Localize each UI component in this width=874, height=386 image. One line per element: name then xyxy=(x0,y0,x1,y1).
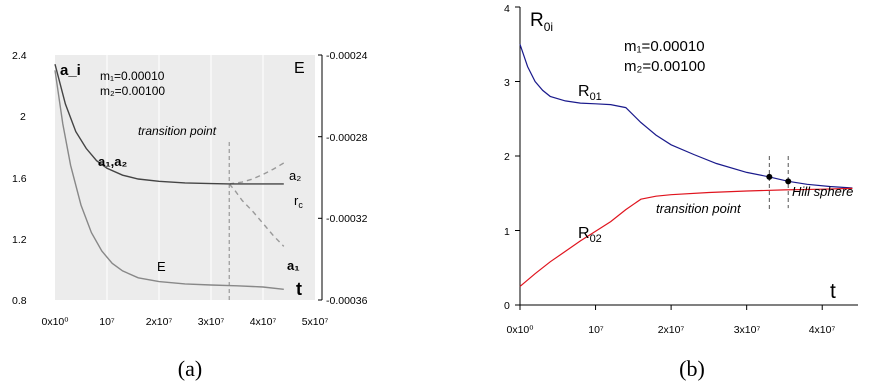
y-tick-label-b-4: 4 xyxy=(504,3,510,15)
hill-sphere-label: Hill sphere xyxy=(792,184,853,199)
y-axis-title-b-main: R xyxy=(530,10,544,31)
series-label-R02-main: R xyxy=(578,225,590,242)
y-tick-label-right-a-1: -0.00028 xyxy=(326,132,368,144)
panel-a: 0.8 1.2 1.6 2 2.4 -0.00024 -0.00028 -0.0… xyxy=(12,50,368,381)
marker-point-b-0 xyxy=(766,173,773,180)
y-axis-title-b-sub: 0i xyxy=(544,20,553,34)
y-tick-label-a-1: 1.2 xyxy=(12,234,27,246)
y-tick-label-a-2: 1.6 xyxy=(12,173,27,185)
x-tick-label-b-1: 10⁷ xyxy=(588,324,604,336)
y-tick-label-b-2: 2 xyxy=(504,151,510,163)
y-tick-label-a-0: 0.8 xyxy=(12,295,27,307)
series-label-E: E xyxy=(157,259,166,274)
series-label-R01-main: R xyxy=(578,83,590,100)
x-tick-label-a-2: 2x10⁷ xyxy=(146,316,173,328)
y-axis-right-a: -0.00024 -0.00028 -0.00032 -0.00036 xyxy=(318,50,368,307)
series-label-R01-sub: 01 xyxy=(590,91,602,103)
y-tick-label-a-4: 2.4 xyxy=(12,50,27,62)
y-tick-label-b-3: 3 xyxy=(504,77,510,89)
x-axis-a: 0x10⁰ 10⁷ 2x10⁷ 3x10⁷ 4x10⁷ 5x10⁷ xyxy=(42,316,329,328)
transition-label-b: transition point xyxy=(656,201,742,216)
y-tick-label-b-0: 0 xyxy=(504,300,510,312)
series-label-a2: a₂ xyxy=(289,168,301,183)
panel-caption-a: (a) xyxy=(178,356,202,381)
x-axis-title-b: t xyxy=(830,280,836,303)
x-tick-label-b-3: 3x10⁷ xyxy=(734,324,761,336)
panel-caption-b: (b) xyxy=(679,356,705,381)
series-line-b-0 xyxy=(519,44,853,189)
x-tick-label-a-3: 3x10⁷ xyxy=(198,316,225,328)
y-tick-label-a-3: 2 xyxy=(20,111,26,123)
marker-point-b-1 xyxy=(785,178,792,185)
x-tick-label-b-0: 0x10⁰ xyxy=(507,324,535,336)
y-axis-b: 0 1 2 3 4 xyxy=(504,3,510,312)
series-label-rc-sub: c xyxy=(298,200,303,210)
series-line-a-2 xyxy=(228,183,285,247)
x-tick-label-a-5: 5x10⁷ xyxy=(302,316,329,328)
series-label-R02-sub: 02 xyxy=(590,233,602,245)
x-tick-label-a-1: 10⁷ xyxy=(99,316,115,328)
param-m2-b: m₂=0.00100 xyxy=(624,58,705,75)
y-tick-label-right-a-2: -0.00032 xyxy=(326,213,368,225)
param-m1-a: m₁=0.00010 xyxy=(100,69,165,83)
series-label-R02: R02 xyxy=(578,225,602,245)
y-axis-left-a: 0.8 1.2 1.6 2 2.4 xyxy=(12,50,27,307)
series-label-rc: rc xyxy=(294,193,303,210)
series-line-a-1 xyxy=(229,162,285,185)
x-axis-title-a: t xyxy=(296,279,302,299)
ticks-b xyxy=(515,6,823,310)
y-axis-title-left-a: a_i xyxy=(60,62,81,79)
x-tick-label-b-2: 2x10⁷ xyxy=(658,324,685,336)
y-axis-title-b: R0i xyxy=(530,10,553,34)
param-m2-a: m₂=0.00100 xyxy=(100,84,165,98)
series-label-a1: a₁ xyxy=(287,258,300,273)
x-gridlines-a xyxy=(106,55,264,300)
series-line-b-1 xyxy=(519,187,853,287)
transition-label-a: transition point xyxy=(138,124,217,138)
series-label-rc-main: r xyxy=(294,193,299,208)
x-axis-b: 0x10⁰ 10⁷ 2x10⁷ 3x10⁷ 4x10⁷ xyxy=(507,324,836,336)
panel-b: 0 1 2 3 4 0x10⁰ 10⁷ 2x10⁷ 3x10⁷ 4x10⁷ R0… xyxy=(504,3,858,381)
y-tick-label-right-a-0: -0.00024 xyxy=(326,50,368,62)
series-line-a-0 xyxy=(54,64,230,185)
x-tick-label-a-0: 0x10⁰ xyxy=(42,316,70,328)
x-tick-label-b-4: 4x10⁷ xyxy=(809,324,836,336)
y-axis-title-right-a: E xyxy=(294,60,305,77)
y-tick-label-right-a-3: -0.00036 xyxy=(326,295,368,307)
series-line-a-4 xyxy=(54,70,284,290)
param-m1-b: m₁=0.00010 xyxy=(624,38,705,55)
y-tick-label-b-1: 1 xyxy=(504,226,510,238)
series-label-a12: a₁,a₂ xyxy=(98,154,127,169)
x-tick-label-a-4: 4x10⁷ xyxy=(250,316,277,328)
series-label-R01: R01 xyxy=(578,83,602,103)
series-group-b xyxy=(519,44,853,287)
series-group-a xyxy=(54,64,285,300)
plot-area-a xyxy=(55,55,315,300)
